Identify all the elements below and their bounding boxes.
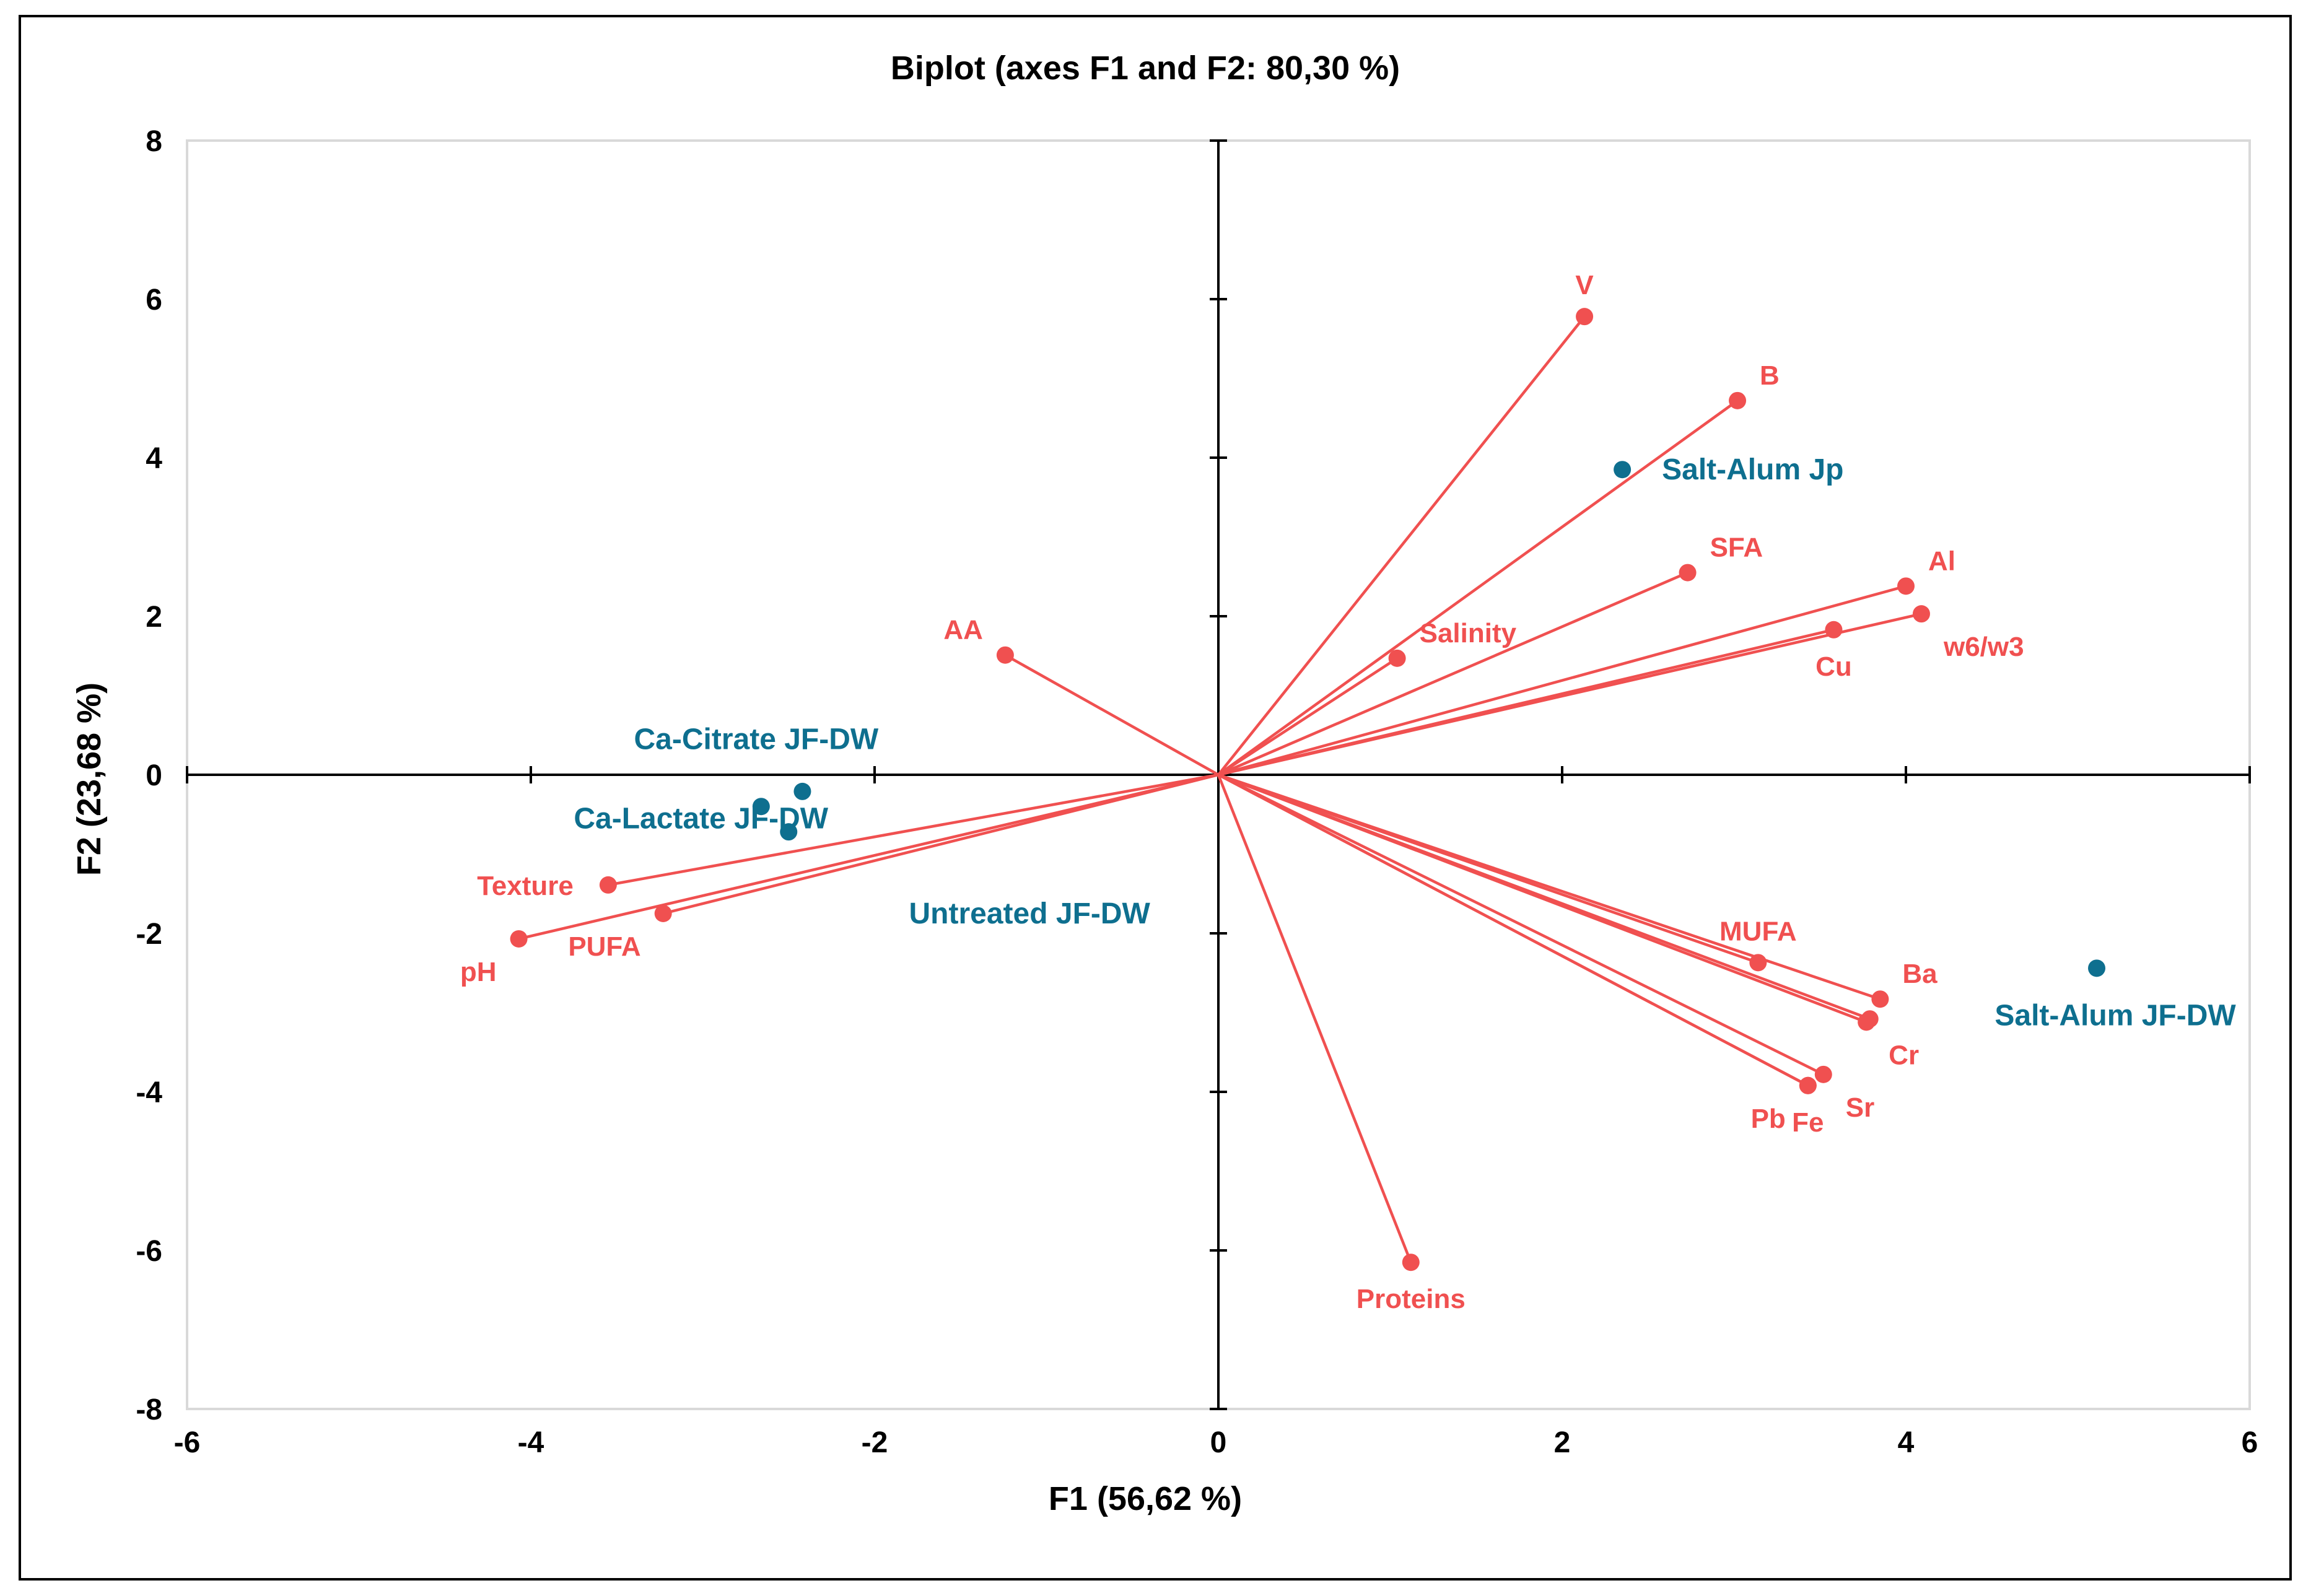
observation-point xyxy=(2088,959,2106,977)
variable-label: Cr xyxy=(1889,1040,1919,1070)
observation-label: Ca-Lactate JF-DW xyxy=(574,802,828,835)
x-axis-label: F1 (56,62 %) xyxy=(1049,1480,1242,1517)
variable-label: PUFA xyxy=(568,931,640,962)
variable-label: Sr xyxy=(1846,1092,1874,1123)
variable-point xyxy=(1897,577,1915,595)
variable-vector-sr xyxy=(1218,773,1824,1076)
variable-label: w6/w3 xyxy=(1943,632,2024,662)
variable-vector-v xyxy=(1217,315,1586,776)
variable-label: Texture xyxy=(477,871,574,901)
variable-vector-sfa xyxy=(1218,571,1688,777)
variable-point xyxy=(996,646,1014,664)
y-tick-label: 4 xyxy=(146,442,162,475)
variable-label: Al xyxy=(1928,546,1955,576)
variable-point xyxy=(1388,649,1406,667)
x-tick-label: 2 xyxy=(1554,1426,1571,1459)
variable-vector-ph xyxy=(518,773,1219,941)
variable-vector-al xyxy=(1218,585,1907,777)
variable-label: SFA xyxy=(1710,533,1763,563)
y-tick-label: 0 xyxy=(146,759,162,792)
variable-vector-extra xyxy=(1218,773,1871,1021)
variable-point xyxy=(1825,621,1843,639)
observation-point xyxy=(793,782,811,800)
x-tick-label: 0 xyxy=(1210,1426,1227,1459)
variable-point xyxy=(1799,1076,1817,1094)
chart-frame: Biplot (axes F1 and F2: 80,30 %) F1 (56,… xyxy=(19,15,2292,1581)
variable-point xyxy=(510,930,528,948)
chart-labels: V B SFA Salinity Al w6/w3 Cu AA Texture PUFA pH MUF… xyxy=(460,270,2236,1314)
variable-vector-cu xyxy=(1218,628,1834,777)
observation-label: Salt-Alum JF-DW xyxy=(1994,999,2236,1032)
variable-label: Salinity xyxy=(1420,618,1517,648)
y-tick-label: 2 xyxy=(146,601,162,634)
y-tick-label: -6 xyxy=(136,1235,162,1268)
y-tick-label: -2 xyxy=(136,918,162,951)
observation-points xyxy=(752,461,2106,977)
variable-vector-b xyxy=(1217,399,1739,776)
x-tick-label: -4 xyxy=(518,1426,544,1459)
biplot-chart: Biplot (axes F1 and F2: 80,30 %) F1 (56,… xyxy=(71,50,2258,1517)
observation-label: Ca-Citrate JF-DW xyxy=(634,723,879,756)
y-tick-label: -8 xyxy=(136,1393,162,1426)
observation-point xyxy=(780,823,798,841)
variable-vector-salinity xyxy=(1217,656,1398,776)
variable-point xyxy=(1814,1065,1832,1083)
variable-label: Proteins xyxy=(1356,1284,1466,1314)
variable-label: Fe xyxy=(1792,1107,1824,1138)
variable-point xyxy=(1871,990,1889,1008)
variable-point xyxy=(1679,564,1697,582)
variable-point xyxy=(1576,308,1594,326)
y-tick-label: -4 xyxy=(136,1076,162,1109)
y-axis-label: F2 (23,68 %) xyxy=(71,682,108,876)
variable-vector-ba xyxy=(1218,773,1881,1001)
variable-label: Cu xyxy=(1815,652,1852,682)
axes-layer: -6 -4 -2 0 2 4 6 8 6 4 2 0 -2 -4 -6 -8 xyxy=(136,125,2258,1459)
x-tick-label: -6 xyxy=(174,1426,201,1459)
variable-label: pH xyxy=(460,957,497,987)
variable-label: Ba xyxy=(1902,959,1937,989)
x-tick-label: -2 xyxy=(862,1426,888,1459)
variable-label: Pb xyxy=(1751,1104,1786,1134)
observation-label: Untreated JF-DW xyxy=(909,897,1151,930)
variable-point xyxy=(1912,605,1930,623)
variable-label: AA xyxy=(943,615,983,645)
variable-point xyxy=(599,876,617,894)
variable-vector-texture xyxy=(608,773,1219,887)
variable-point xyxy=(1861,1010,1879,1028)
x-tick-label: 4 xyxy=(1898,1426,1915,1459)
observation-label: Salt-Alum Jp xyxy=(1662,453,1843,486)
observation-point xyxy=(1614,461,1632,479)
y-tick-label: 8 xyxy=(146,125,162,158)
variable-label: V xyxy=(1575,270,1594,300)
variable-vector-aa xyxy=(1004,653,1220,776)
variable-point xyxy=(1402,1254,1420,1271)
variable-vector-proteins xyxy=(1217,774,1412,1263)
variable-label: MUFA xyxy=(1719,916,1797,946)
variable-vectors xyxy=(510,308,1930,1271)
observation-point xyxy=(752,798,770,816)
y-tick-label: 6 xyxy=(146,284,162,316)
variable-point xyxy=(1729,391,1747,409)
variable-point xyxy=(654,905,672,922)
variable-label: B xyxy=(1760,360,1780,391)
chart-title: Biplot (axes F1 and F2: 80,30 %) xyxy=(891,50,1400,87)
x-tick-label: 6 xyxy=(2242,1426,2258,1459)
variable-vector-pb xyxy=(1217,774,1809,1087)
